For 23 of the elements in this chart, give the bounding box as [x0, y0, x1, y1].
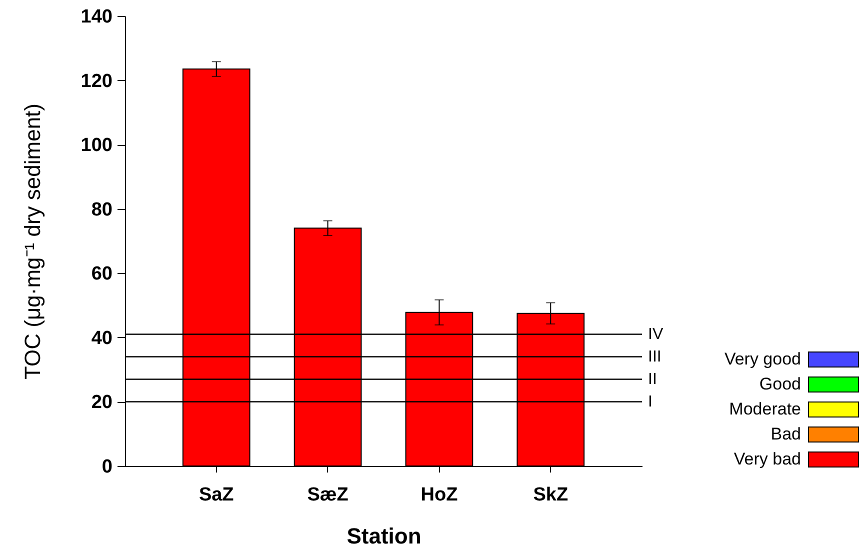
y-tick-label: 40 [91, 328, 112, 349]
legend-label: Very good [724, 350, 801, 368]
y-tick-label: 60 [91, 264, 112, 285]
ref-line-label: IV [648, 326, 664, 344]
x-axis-title: Station [346, 524, 422, 548]
legend-label: Very bad [734, 450, 801, 468]
y-axis-title: TOC (μg·mg⁻¹ dry sediment) [20, 104, 45, 380]
y-tick-label: 80 [91, 199, 112, 220]
ref-line-label: II [648, 371, 657, 388]
x-tick-label: SkZ [533, 484, 568, 506]
ref-line-label: I [648, 394, 652, 411]
x-tick-label: SæZ [307, 484, 349, 506]
ref-line-label: III [648, 348, 662, 366]
x-tick-label: HoZ [420, 484, 458, 506]
y-tick-label: 0 [102, 456, 112, 478]
y-tick-label: 100 [80, 135, 112, 156]
legend-label: Moderate [729, 400, 801, 418]
y-tick-label: 140 [80, 6, 112, 28]
x-tick-label: SaZ [198, 484, 234, 506]
y-tick-label: 20 [91, 392, 112, 414]
legend-label: Bad [770, 424, 801, 444]
legend-label: Good [759, 374, 801, 394]
y-tick-label: 120 [80, 70, 112, 92]
